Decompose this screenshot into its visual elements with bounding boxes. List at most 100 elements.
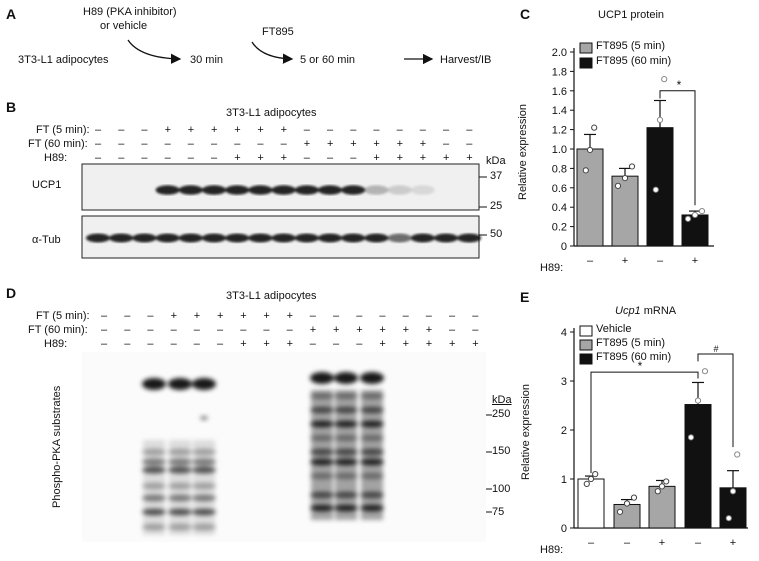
ucp1-band — [341, 185, 366, 195]
panel-d-title: 3T3-L1 adipocytes — [226, 290, 317, 302]
panel-e-title: Ucp1 mRNA — [615, 306, 676, 317]
treatment1-line1: H89 (PKA inhibitor) — [83, 6, 177, 18]
lane-sign-ft5: + — [164, 124, 172, 136]
row-label-h89-d: H89: — [44, 338, 68, 350]
kda-50: 50 — [490, 228, 503, 240]
data-point — [698, 207, 706, 215]
phospho-band — [360, 372, 384, 384]
tubulin-band — [410, 233, 435, 243]
lane-sign-h89: + — [425, 338, 433, 350]
lane-sign-h89: – — [187, 152, 194, 164]
panel-label-d: D — [6, 285, 17, 301]
data-point — [586, 146, 594, 154]
lane-sign-ft60: – — [101, 324, 108, 336]
legend-swatch — [579, 42, 593, 54]
lane-sign-ft5: + — [286, 310, 294, 322]
lane-sign-ft5: – — [309, 310, 316, 322]
tubulin-band — [271, 233, 296, 243]
legend-c-ft60: FT895 (60 min) — [596, 55, 672, 67]
lane-sign-ft5: – — [356, 310, 363, 322]
ucp1-band — [248, 185, 273, 195]
phospho-smear — [361, 390, 383, 520]
lane-sign-h89: + — [379, 338, 386, 350]
kda-150: 150 — [492, 445, 511, 457]
h89-sign: + — [692, 255, 698, 267]
legend-swatch — [579, 339, 593, 351]
lane-sign-ft60: – — [234, 138, 241, 150]
ucp1-band — [318, 185, 342, 195]
tubulin-band — [434, 233, 458, 243]
lane-sign-h89: + — [280, 152, 288, 164]
h89-sign: + — [659, 537, 665, 549]
lane-sign-ft5: – — [333, 310, 340, 322]
h89-sign: – — [588, 537, 595, 549]
lane-sign-ft5: + — [257, 124, 264, 136]
start-cells: 3T3-L1 adipocytes — [18, 54, 109, 66]
ucp1-blot — [81, 163, 480, 211]
lane-sign-h89: + — [449, 338, 456, 350]
lane-sign-ft5: + — [170, 310, 178, 322]
phospho-smear — [335, 390, 357, 520]
tubulin-band — [341, 233, 366, 243]
data-point — [656, 116, 664, 124]
h89-sign: + — [622, 255, 628, 267]
lane-sign-h89: – — [193, 338, 200, 350]
data-point — [663, 478, 670, 485]
data-point — [614, 182, 622, 189]
panel-label-c: C — [520, 6, 531, 22]
ucp1-band — [294, 185, 319, 195]
lane-sign-ft5: + — [193, 310, 201, 322]
lane-sign-ft60: + — [373, 138, 380, 150]
lane-sign-ft60: – — [217, 324, 224, 336]
lane-sign-ft60: – — [263, 324, 270, 336]
kda-250: 250 — [492, 408, 511, 420]
lane-sign-ft5: – — [327, 124, 334, 136]
data-point — [734, 451, 741, 458]
lane-sign-ft5: – — [373, 124, 380, 136]
lane-sign-ft5: + — [240, 310, 247, 322]
lane-sign-ft60: – — [187, 138, 194, 150]
lane-sign-h89: – — [303, 152, 310, 164]
lane-sign-h89: – — [211, 152, 218, 164]
lane-sign-ft60: – — [286, 324, 293, 336]
ucp1-label: UCP1 — [32, 179, 62, 191]
legend-e-ft60: FT895 (60 min) — [596, 351, 672, 363]
phospho-band — [168, 378, 192, 390]
y-tick-label: 4 — [561, 327, 567, 339]
lane-sign-h89: + — [257, 152, 264, 164]
phospho-band — [310, 372, 334, 384]
bar — [613, 503, 641, 529]
lane-sign-h89: – — [164, 152, 171, 164]
lane-sign-ft60: + — [333, 324, 340, 336]
sig-bracket — [697, 353, 734, 448]
data-point — [630, 494, 638, 501]
phospho-smear — [193, 440, 215, 535]
lane-sign-h89: + — [286, 338, 294, 350]
lane-sign-h89: + — [234, 152, 241, 164]
lane-sign-ft60: + — [327, 138, 334, 150]
ucp1-band — [387, 185, 412, 195]
tubulin-band — [248, 233, 273, 243]
lane-sign-h89: + — [402, 338, 410, 350]
lane-sign-ft60: – — [147, 324, 154, 336]
phospho-band — [200, 416, 208, 420]
tubulin-band — [225, 233, 250, 243]
lane-sign-ft5: – — [101, 310, 108, 322]
ucp1-band — [364, 185, 389, 195]
y-tick-label: 2.0 — [552, 47, 567, 59]
lane-sign-ft5: – — [118, 124, 125, 136]
legend-swatch — [579, 353, 593, 365]
data-point — [592, 471, 599, 478]
lane-sign-ft5: + — [187, 124, 195, 136]
lane-sign-ft5: + — [263, 310, 270, 322]
lane-sign-h89: – — [333, 338, 340, 350]
sig-marker: * — [638, 359, 643, 373]
lane-sign-h89: – — [147, 338, 154, 350]
row-label-ft5-d: FT (5 min): — [36, 310, 90, 322]
kda-header-b: kDa — [486, 155, 506, 167]
time1: 30 min — [190, 54, 224, 66]
y-tick-label: 1 — [561, 474, 567, 486]
lane-sign-ft60: – — [280, 138, 287, 150]
